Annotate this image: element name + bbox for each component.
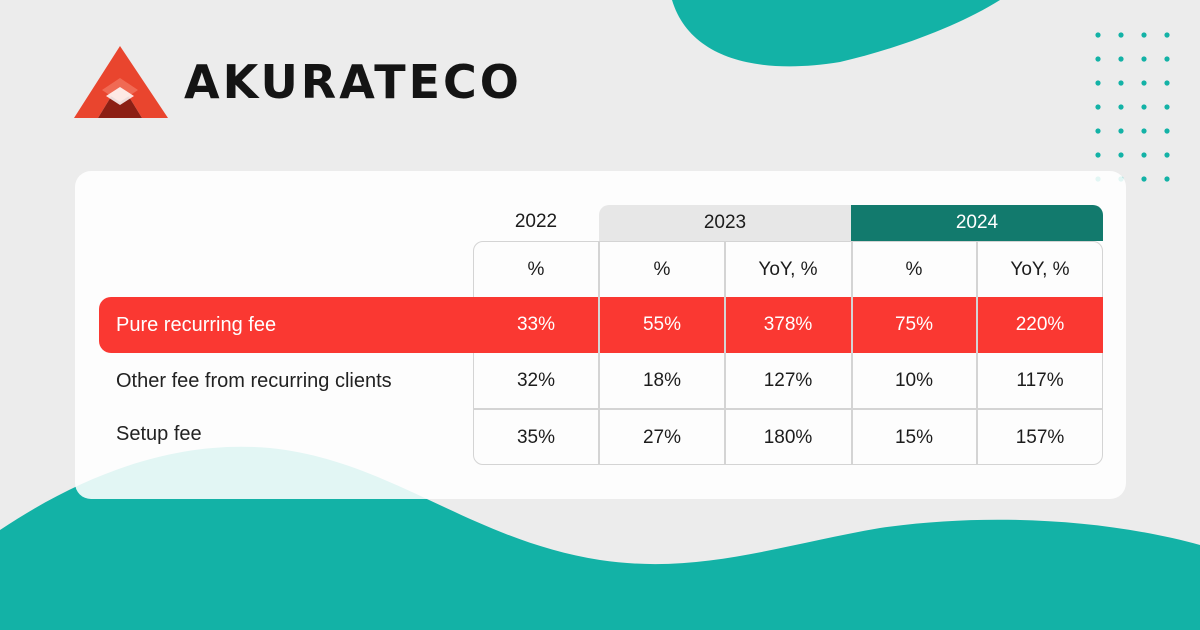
row-label-other-fee: Other fee from recurring clients [116, 369, 392, 392]
decor-dot [1095, 128, 1101, 134]
decor-dot [1141, 128, 1147, 134]
subheader-cell: % [527, 258, 545, 280]
decor-dot [1118, 152, 1124, 158]
decor-dot [1164, 56, 1170, 62]
year-header-2024: 2024 [851, 205, 1103, 241]
row-label-pure-recurring-fee: Pure recurring fee [116, 313, 277, 336]
grid-line [851, 241, 853, 465]
grid-line [598, 241, 600, 465]
year-header-2023: 2023 [599, 205, 851, 241]
table-cell: 157% [1015, 426, 1065, 448]
table-cell: 15% [894, 426, 934, 448]
highlight-row-background [99, 297, 1103, 353]
table-cell: 32% [516, 370, 556, 391]
decor-dot [1095, 104, 1101, 110]
table-cell: 18% [642, 370, 682, 391]
decor-dot [1141, 32, 1147, 38]
decor-dot [1141, 176, 1147, 182]
decor-dot [1095, 32, 1101, 38]
table-cell: 378% [763, 314, 813, 335]
decor-dot [1164, 176, 1170, 182]
grid-line [724, 241, 726, 465]
decor-dot [1118, 56, 1124, 62]
subheader-cell: YoY, % [758, 258, 818, 280]
year-header-2022: 2022 [514, 211, 558, 232]
table-cell: 10% [894, 370, 934, 391]
dot-grid-decoration [1095, 32, 1170, 182]
brand: AKURATECO [72, 44, 522, 120]
decor-dot [1164, 80, 1170, 86]
decor-dot [1141, 104, 1147, 110]
decor-dot [1118, 128, 1124, 134]
decor-dot [1095, 56, 1101, 62]
decor-dot [1118, 104, 1124, 110]
decor-dot [1164, 104, 1170, 110]
top-teal-blob [672, 0, 1000, 67]
decor-dot [1141, 80, 1147, 86]
table-cell: 33% [516, 314, 556, 335]
row-label-setup-fee: Setup fee [116, 422, 202, 445]
table-cell: 75% [894, 314, 934, 335]
table-cell: 220% [1015, 314, 1065, 335]
decor-dot [1164, 128, 1170, 134]
subheader-cell: YoY, % [1010, 258, 1070, 280]
table-grid [473, 241, 1103, 465]
decor-dot [1095, 80, 1101, 86]
decor-dot [1164, 32, 1170, 38]
subheader-cell: % [653, 258, 671, 280]
decor-dot [1095, 152, 1101, 158]
table-cell: 55% [642, 314, 682, 335]
brand-name: AKURATECO [184, 55, 522, 109]
grid-line [976, 241, 978, 465]
grid-line [473, 408, 1103, 410]
akurateco-logo-icon [74, 46, 168, 118]
table-cell: 180% [763, 426, 813, 448]
table-cell: 27% [642, 426, 682, 448]
table-cell: 117% [1016, 370, 1064, 391]
subheader-cell: % [905, 258, 923, 280]
table-cell: 127% [763, 370, 813, 391]
decor-dot [1118, 80, 1124, 86]
decor-dot [1141, 56, 1147, 62]
decor-dot [1164, 152, 1170, 158]
decor-dot [1141, 152, 1147, 158]
decor-dot [1118, 32, 1124, 38]
table-cell: 35% [516, 426, 556, 448]
